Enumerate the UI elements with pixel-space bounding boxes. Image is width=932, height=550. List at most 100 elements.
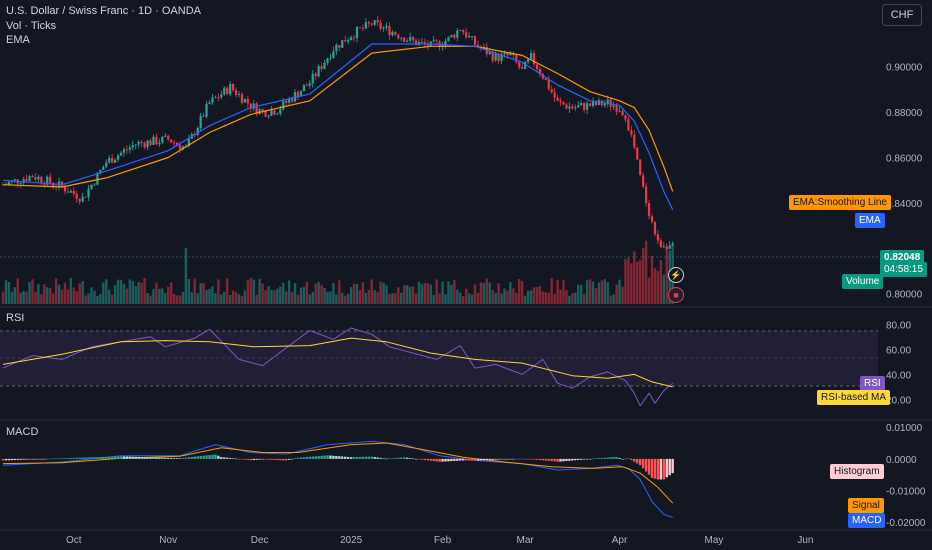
volume-bar	[370, 279, 373, 304]
ema-legend[interactable]: EMA	[6, 34, 30, 46]
volume-bar	[338, 280, 341, 304]
volume-bar	[379, 281, 382, 304]
histogram-bar	[143, 457, 146, 459]
candle-body	[255, 103, 258, 114]
volume-bar	[57, 284, 61, 304]
candle-body	[618, 110, 621, 112]
histogram-bar	[462, 458, 465, 461]
histogram-bar	[562, 458, 565, 462]
candle-body	[379, 22, 382, 29]
volume-bar	[140, 283, 143, 304]
volume-bar	[462, 295, 465, 304]
histogram-bar	[550, 458, 553, 461]
lightning-icon[interactable]: ⚡	[668, 267, 684, 283]
histogram-bar	[588, 458, 592, 460]
rsi-pane-label[interactable]: RSI	[6, 312, 25, 324]
histogram-bar	[137, 456, 140, 459]
volume-bar	[314, 283, 317, 304]
candle-body	[376, 20, 379, 23]
histogram-bar	[317, 456, 320, 459]
volume-bar	[479, 282, 483, 304]
volume-bar	[662, 274, 665, 304]
volume-bar	[364, 292, 368, 304]
histogram-bar	[134, 456, 137, 459]
candle-body	[237, 94, 241, 95]
candle-body	[394, 32, 397, 35]
us-flag-icon[interactable]: ■	[668, 287, 684, 303]
histogram-bar	[352, 457, 356, 459]
volume-bar	[110, 294, 114, 304]
candle-body	[96, 172, 99, 185]
histogram-bar	[105, 456, 108, 459]
histogram-bar	[155, 457, 158, 459]
candle-body	[311, 73, 314, 84]
rsi-ma-tag: RSI-based MA	[817, 390, 891, 405]
histogram-bar	[252, 458, 255, 461]
candle-body	[223, 87, 226, 95]
price-tick-label: 0.86000	[886, 154, 923, 165]
volume-bar	[37, 284, 40, 304]
candle-body	[494, 53, 497, 61]
candle-body	[414, 40, 418, 46]
volume-bar	[178, 295, 182, 304]
histogram-bar	[60, 458, 64, 459]
rsi-tick-label: 60.00	[886, 345, 911, 356]
candle-body	[406, 40, 409, 42]
time-tick-label: Nov	[159, 535, 177, 546]
volume-bar	[497, 283, 500, 304]
histogram-bar	[273, 458, 276, 460]
histogram-bar	[668, 458, 671, 476]
histogram-bar	[633, 458, 636, 462]
histogram-bar	[223, 457, 226, 459]
candle-body	[556, 97, 559, 101]
histogram-bar	[287, 458, 291, 460]
candle-body	[524, 61, 527, 69]
histogram-bar	[285, 458, 288, 461]
histogram-bar	[408, 458, 412, 459]
candle-body	[544, 78, 547, 81]
volume-bar	[553, 293, 556, 304]
volume-bar	[467, 293, 471, 304]
volume-bar	[228, 295, 232, 304]
volume-bar	[470, 294, 474, 304]
volume-bar	[612, 294, 615, 304]
candle-body	[553, 92, 556, 98]
ema-smoothing-line	[2, 45, 674, 192]
volume-bar	[34, 291, 37, 304]
histogram-bar	[544, 458, 547, 461]
volume-bar	[538, 286, 542, 304]
candle-body	[347, 40, 350, 42]
candle-body	[119, 152, 123, 156]
histogram-bar	[521, 458, 524, 460]
candle-body	[46, 176, 49, 185]
volume-bar	[152, 288, 155, 304]
volume-bar	[84, 295, 87, 304]
histogram-bar	[379, 457, 382, 459]
volume-bar	[102, 282, 105, 304]
candle-body	[630, 130, 633, 135]
candle-body	[173, 142, 176, 144]
histogram-bar	[464, 458, 468, 461]
volume-legend[interactable]: Vol · Ticks	[6, 20, 57, 32]
volume-bar	[624, 259, 627, 304]
symbol-title[interactable]: U.S. Dollar / Swiss Franc · 1D · OANDA	[6, 5, 201, 17]
candle-body	[335, 44, 338, 52]
volume-bar	[237, 294, 241, 304]
volume-bar	[382, 282, 385, 304]
macd-histogram	[1, 454, 674, 480]
volume-bar	[169, 282, 173, 304]
candle-body	[594, 101, 598, 105]
currency-button[interactable]: CHF	[882, 4, 922, 26]
histogram-bar	[237, 458, 241, 460]
volume-bar	[521, 281, 524, 304]
volume-bar	[547, 292, 550, 304]
volume-bar	[426, 283, 429, 304]
candle-body	[152, 136, 155, 145]
candle-body	[571, 106, 574, 109]
volume-bar	[358, 290, 362, 304]
candle-body	[606, 99, 609, 104]
histogram-bar	[40, 458, 43, 460]
volume-bar	[273, 290, 276, 304]
macd-pane-label[interactable]: MACD	[6, 426, 39, 438]
